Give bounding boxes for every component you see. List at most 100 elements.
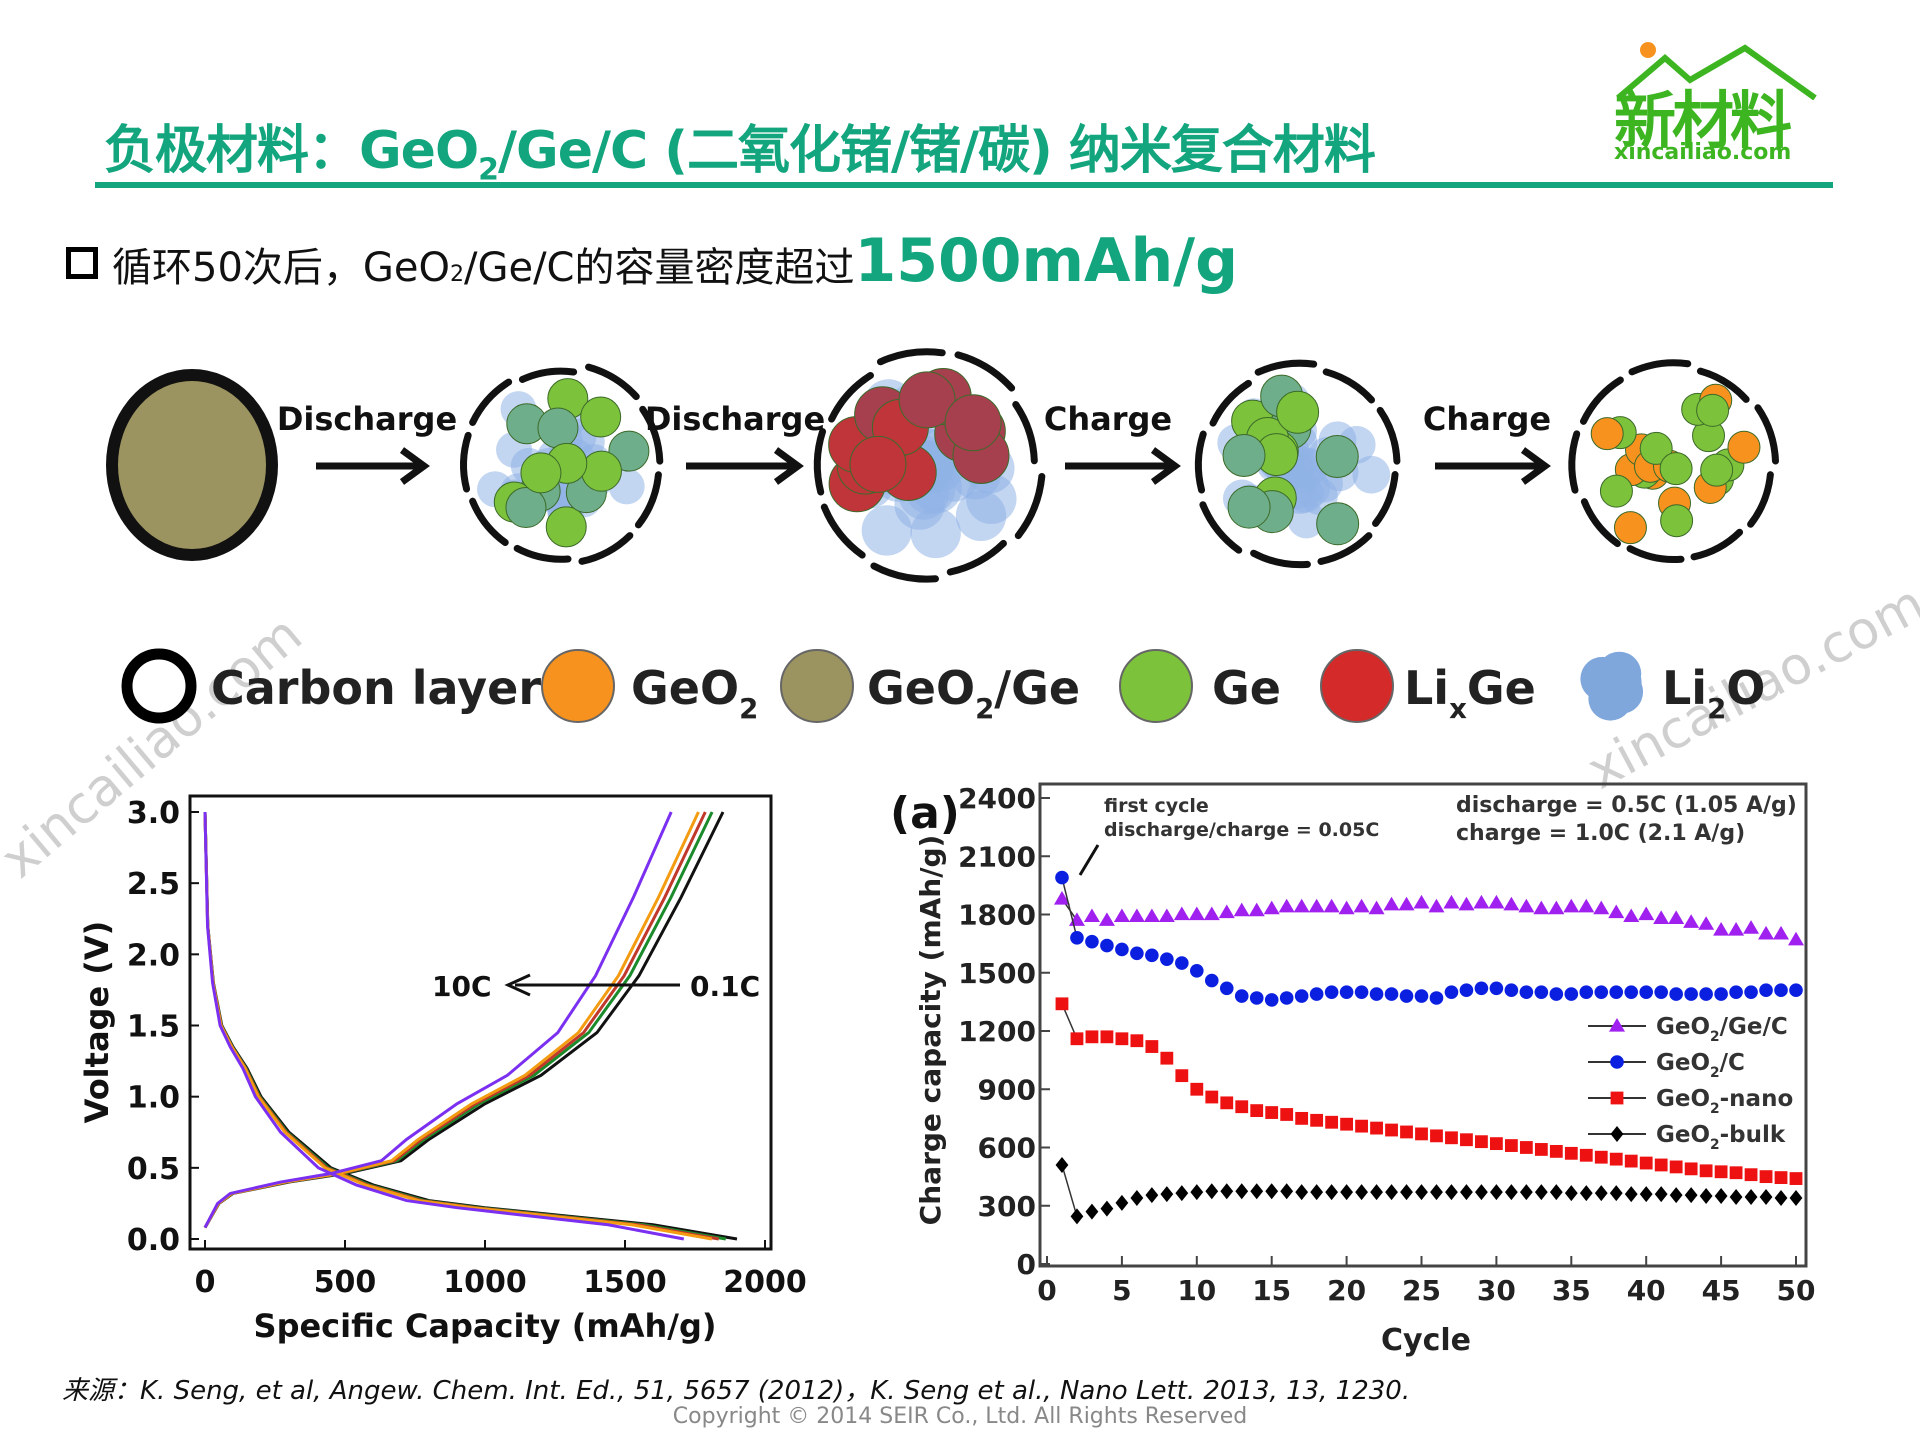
label-base: GeO [631, 661, 739, 715]
label-tail: /Ge [994, 661, 1080, 715]
data-point [1534, 1184, 1548, 1201]
data-point [1578, 898, 1595, 913]
x-tick-label: 20 [1327, 1274, 1366, 1307]
data-point [1234, 989, 1249, 1003]
data-point [1295, 1184, 1309, 1201]
label-subscript: 2 [1710, 1137, 1720, 1153]
data-point [1055, 997, 1069, 1011]
material-swatch [1320, 649, 1394, 723]
nanoparticle [1696, 393, 1730, 427]
data-point [1744, 1189, 1758, 1206]
data-point [1249, 991, 1264, 1005]
data-point [1610, 1091, 1624, 1105]
li2o-blob [1287, 500, 1326, 539]
particle-initial [106, 369, 278, 561]
data-point [1235, 1100, 1249, 1114]
data-point [1699, 987, 1713, 1001]
data-point [1219, 981, 1234, 996]
data-point [1204, 973, 1219, 988]
series-gec [1053, 890, 1804, 946]
data-point [1460, 1133, 1473, 1147]
data-point [1699, 1188, 1713, 1205]
carbon-shell-segment [1254, 359, 1318, 376]
data-point [1385, 1184, 1398, 1201]
label-subscript: 2 [1710, 1065, 1720, 1081]
nanoparticle [1727, 430, 1761, 464]
y-tick-label: 1.5 [127, 1010, 180, 1045]
x-axis-label: Cycle [1381, 1323, 1471, 1358]
nanoparticle [1227, 485, 1271, 529]
logo[interactable]: 新材料 xincailiao.com [1610, 40, 1835, 170]
annotation-charge-rate: charge = 1.0C (2.1 A/g) [1456, 821, 1745, 846]
y-tick-label: 3.0 [127, 796, 180, 831]
bullet-text: 循环50次后，GeO [112, 245, 450, 291]
series-nano [1055, 997, 1803, 1185]
y-tick-label: 600 [978, 1132, 1036, 1165]
curve-discharge-rate-4 [203, 811, 713, 1241]
data-point [1564, 1185, 1578, 1202]
data-point [1654, 1158, 1668, 1172]
data-point [1250, 1104, 1264, 1118]
label-base: GeO [1656, 1122, 1710, 1148]
label-base: Carbon layer [211, 661, 541, 715]
data-point [1564, 1146, 1578, 1160]
data-point [1594, 985, 1609, 999]
rate-label-01c: 0.1C [690, 970, 760, 1003]
data-point [1414, 989, 1429, 1003]
data-point [1085, 1203, 1099, 1220]
data-point [1789, 983, 1803, 998]
house-roof-icon [1616, 42, 1817, 100]
x-tick-label: 30 [1477, 1274, 1516, 1307]
data-point [1475, 1184, 1488, 1201]
data-point [1235, 1183, 1249, 1200]
nanoparticle [580, 450, 622, 492]
label-subscript: x [1449, 692, 1467, 725]
nanoparticle [1639, 431, 1673, 465]
data-point [1669, 1187, 1683, 1204]
data-point [1789, 1189, 1803, 1206]
data-point [1534, 1143, 1548, 1156]
carbon-layer-swatch [121, 648, 197, 724]
nanoparticle [520, 452, 562, 494]
carbon-shell-segment [1747, 471, 1774, 528]
data-point [1279, 991, 1294, 1005]
cycling-chart: 0 5 10 15 20 25 30 35 40 45 50 0 300 600 900 1200 1500 18… [890, 782, 1815, 1358]
step-label: Charge [1044, 400, 1172, 438]
data-point [1624, 985, 1639, 999]
carbon-shell-segment [1012, 401, 1038, 465]
data-point [1415, 1127, 1428, 1141]
legend-label: GeO2/Ge/C [1656, 1014, 1788, 1045]
capacity-highlight: 1500mAh/g [854, 226, 1239, 296]
label-tail: /C [1720, 1050, 1745, 1076]
label-subscript: 2 [1710, 1029, 1720, 1045]
arrow-head-icon [1520, 447, 1551, 485]
legend-label: Carbon layer [211, 661, 541, 715]
plot-frame [188, 794, 773, 1251]
data-point [1265, 1106, 1279, 1119]
curve-discharge-10C [203, 811, 685, 1241]
data-point [1188, 906, 1205, 921]
data-point [1340, 1184, 1353, 1201]
data-point [1593, 900, 1610, 915]
data-point [1713, 922, 1730, 936]
data-point [1145, 948, 1159, 963]
data-point [1504, 983, 1519, 998]
data-point [1310, 1184, 1324, 1201]
data-point [1070, 1208, 1084, 1225]
data-point [1579, 1185, 1593, 1202]
label-subscript: 2 [1707, 692, 1726, 725]
series-line [1061, 877, 1078, 938]
data-point [1549, 1144, 1563, 1158]
data-point [1684, 1187, 1698, 1204]
data-point [1699, 1164, 1713, 1178]
bullet-square-icon [66, 247, 98, 279]
label-tail: Ge [1467, 661, 1536, 715]
carbon-shell-segment [1626, 545, 1685, 563]
data-point [1430, 1129, 1443, 1143]
data-point [1774, 1189, 1788, 1206]
y-tick-label: 1.0 [127, 1081, 180, 1116]
particle-charge-2 [1568, 359, 1779, 563]
data-point [1668, 910, 1685, 924]
data-point [1115, 1194, 1129, 1211]
data-point [1070, 931, 1084, 945]
